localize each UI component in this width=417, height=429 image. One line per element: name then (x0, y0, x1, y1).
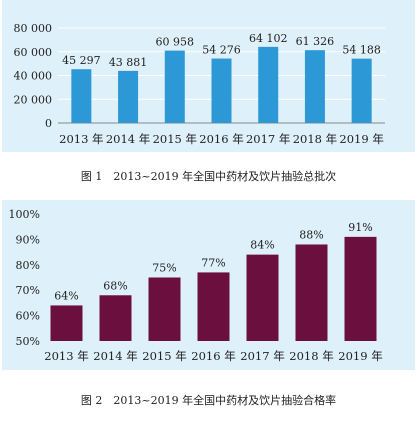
y-tick-label: 60 000 (14, 46, 53, 59)
y-tick-label: 50% (16, 335, 40, 348)
bar (118, 70, 139, 123)
x-tick-label: 2019 年 (338, 349, 382, 363)
data-label: 91% (348, 221, 372, 234)
bar (246, 254, 279, 341)
x-tick-label: 2014 年 (93, 349, 137, 363)
x-tick-label: 2017 年 (240, 349, 284, 363)
bar (258, 46, 279, 123)
x-tick-label: 2013 年 (44, 349, 88, 363)
x-tick-label: 2018 年 (293, 132, 337, 146)
x-tick-label: 2016 年 (199, 132, 243, 146)
bar (50, 305, 83, 341)
x-tick-label: 2015 年 (153, 132, 197, 146)
x-tick-label: 2018 年 (289, 349, 333, 363)
chart1-caption: 图 1 2013~2019 年全国中药材及饮片抽验总批次 (80, 170, 337, 183)
x-tick-label: 2019 年 (339, 132, 383, 146)
x-tick-label: 2013 年 (59, 132, 103, 146)
data-label: 43 881 (109, 56, 148, 69)
bar (197, 272, 230, 341)
data-label: 54 276 (202, 44, 241, 57)
bar (148, 277, 181, 341)
y-tick-label: 20 000 (14, 93, 53, 106)
y-tick-label: 100% (9, 208, 40, 221)
chart-total-batches: 0 20 000 40 000 60 000 80 000 45 297 2013 年 43 … (2, 0, 415, 152)
data-label: 77% (201, 256, 225, 269)
bar (71, 69, 92, 123)
y-tick-label: 80 000 (14, 22, 53, 35)
y-tick-label: 80% (16, 259, 40, 272)
x-tick-label: 2014 年 (106, 132, 150, 146)
bar (344, 236, 377, 341)
y-tick-label: 70% (16, 284, 40, 297)
bar (99, 295, 132, 341)
bar (211, 58, 232, 123)
y-tick-label: 90% (16, 233, 40, 246)
x-tick-label: 2015 年 (142, 349, 186, 363)
data-label: 54 188 (342, 44, 381, 57)
data-label: 64% (54, 289, 78, 302)
bar (351, 58, 372, 123)
bar (164, 50, 185, 123)
x-tick-label: 2017 年 (246, 132, 290, 146)
y-tick-label: 60% (16, 310, 40, 323)
y-tick-label: 0 (45, 117, 52, 130)
chart-pass-rate: 50% 60% 70% 80% 90% 100% 64% 2013 年 68% 2014 年 75%… (2, 200, 415, 370)
data-label: 68% (103, 279, 127, 292)
data-label: 45 297 (62, 54, 101, 67)
data-label: 84% (250, 239, 274, 252)
data-label: 60 958 (156, 36, 195, 49)
bar (304, 50, 325, 123)
chart2-caption: 图 2 2013~2019 年全国中药材及饮片抽验合格率 (80, 394, 337, 407)
bar (295, 244, 328, 341)
x-tick-label: 2016 年 (191, 349, 235, 363)
data-label: 75% (152, 262, 176, 275)
data-label: 88% (299, 228, 323, 241)
data-label: 64 102 (249, 32, 288, 45)
data-label: 61 326 (296, 35, 335, 48)
y-tick-label: 40 000 (14, 70, 53, 83)
